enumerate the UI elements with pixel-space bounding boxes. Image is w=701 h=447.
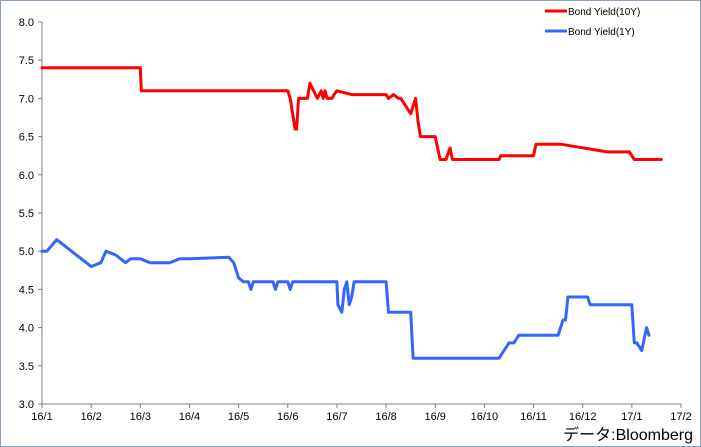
x-tick-label: 16/6 (277, 411, 298, 423)
x-tick-label: 16/11 (520, 411, 547, 423)
axes (41, 22, 681, 405)
y-tick-label: 3.5 (19, 361, 34, 373)
x-tick-label: 17/2 (670, 411, 691, 423)
y-tick-label: 3.0 (19, 399, 34, 411)
x-tick-label: 16/2 (80, 411, 101, 423)
x-tick-label: 16/10 (471, 411, 499, 423)
legend-label: Bond Yield(10Y) (568, 7, 640, 18)
y-tick-label: 7.0 (19, 93, 34, 105)
x-tick-label: 16/4 (179, 411, 200, 423)
x-tick-label: 16/12 (569, 411, 597, 423)
y-tick-label: 6.0 (19, 170, 34, 182)
x-tick-label: 16/1 (31, 411, 52, 423)
x-tick-label: 16/7 (326, 411, 347, 423)
x-ticks: 16/1 16/2 16/3 16/4 16/5 16/6 16/7 16/8 16/9 16/1… (31, 404, 692, 423)
x-tick-label: 16/8 (375, 411, 396, 423)
x-tick-label: 16/9 (425, 411, 446, 423)
source-note: データ:Bloomberg (563, 425, 693, 444)
x-tick-label: 17/1 (621, 411, 642, 423)
y-tick-label: 5.5 (19, 208, 34, 220)
x-tick-label: 16/5 (228, 411, 249, 423)
series-lines (40, 66, 663, 360)
y-tick-label: 4.5 (19, 284, 34, 296)
series-line-0 (40, 66, 663, 161)
x-tick-label: 16/3 (130, 411, 151, 423)
legend: Bond Yield(10Y) Bond Yield(1Y) (545, 7, 640, 38)
y-tick-label: 7.5 (19, 55, 34, 67)
legend-label: Bond Yield(1Y) (568, 27, 635, 38)
y-tick-label: 8.0 (19, 17, 34, 29)
y-ticks: 3.0 3.5 4.0 4.5 5.0 5.5 6.0 6.5 7.0 7.5 8.0 (19, 17, 42, 411)
y-tick-label: 4.0 (19, 323, 34, 335)
series-line-1 (40, 238, 651, 360)
y-tick-label: 6.5 (19, 132, 34, 144)
y-tick-label: 5.0 (19, 246, 34, 258)
